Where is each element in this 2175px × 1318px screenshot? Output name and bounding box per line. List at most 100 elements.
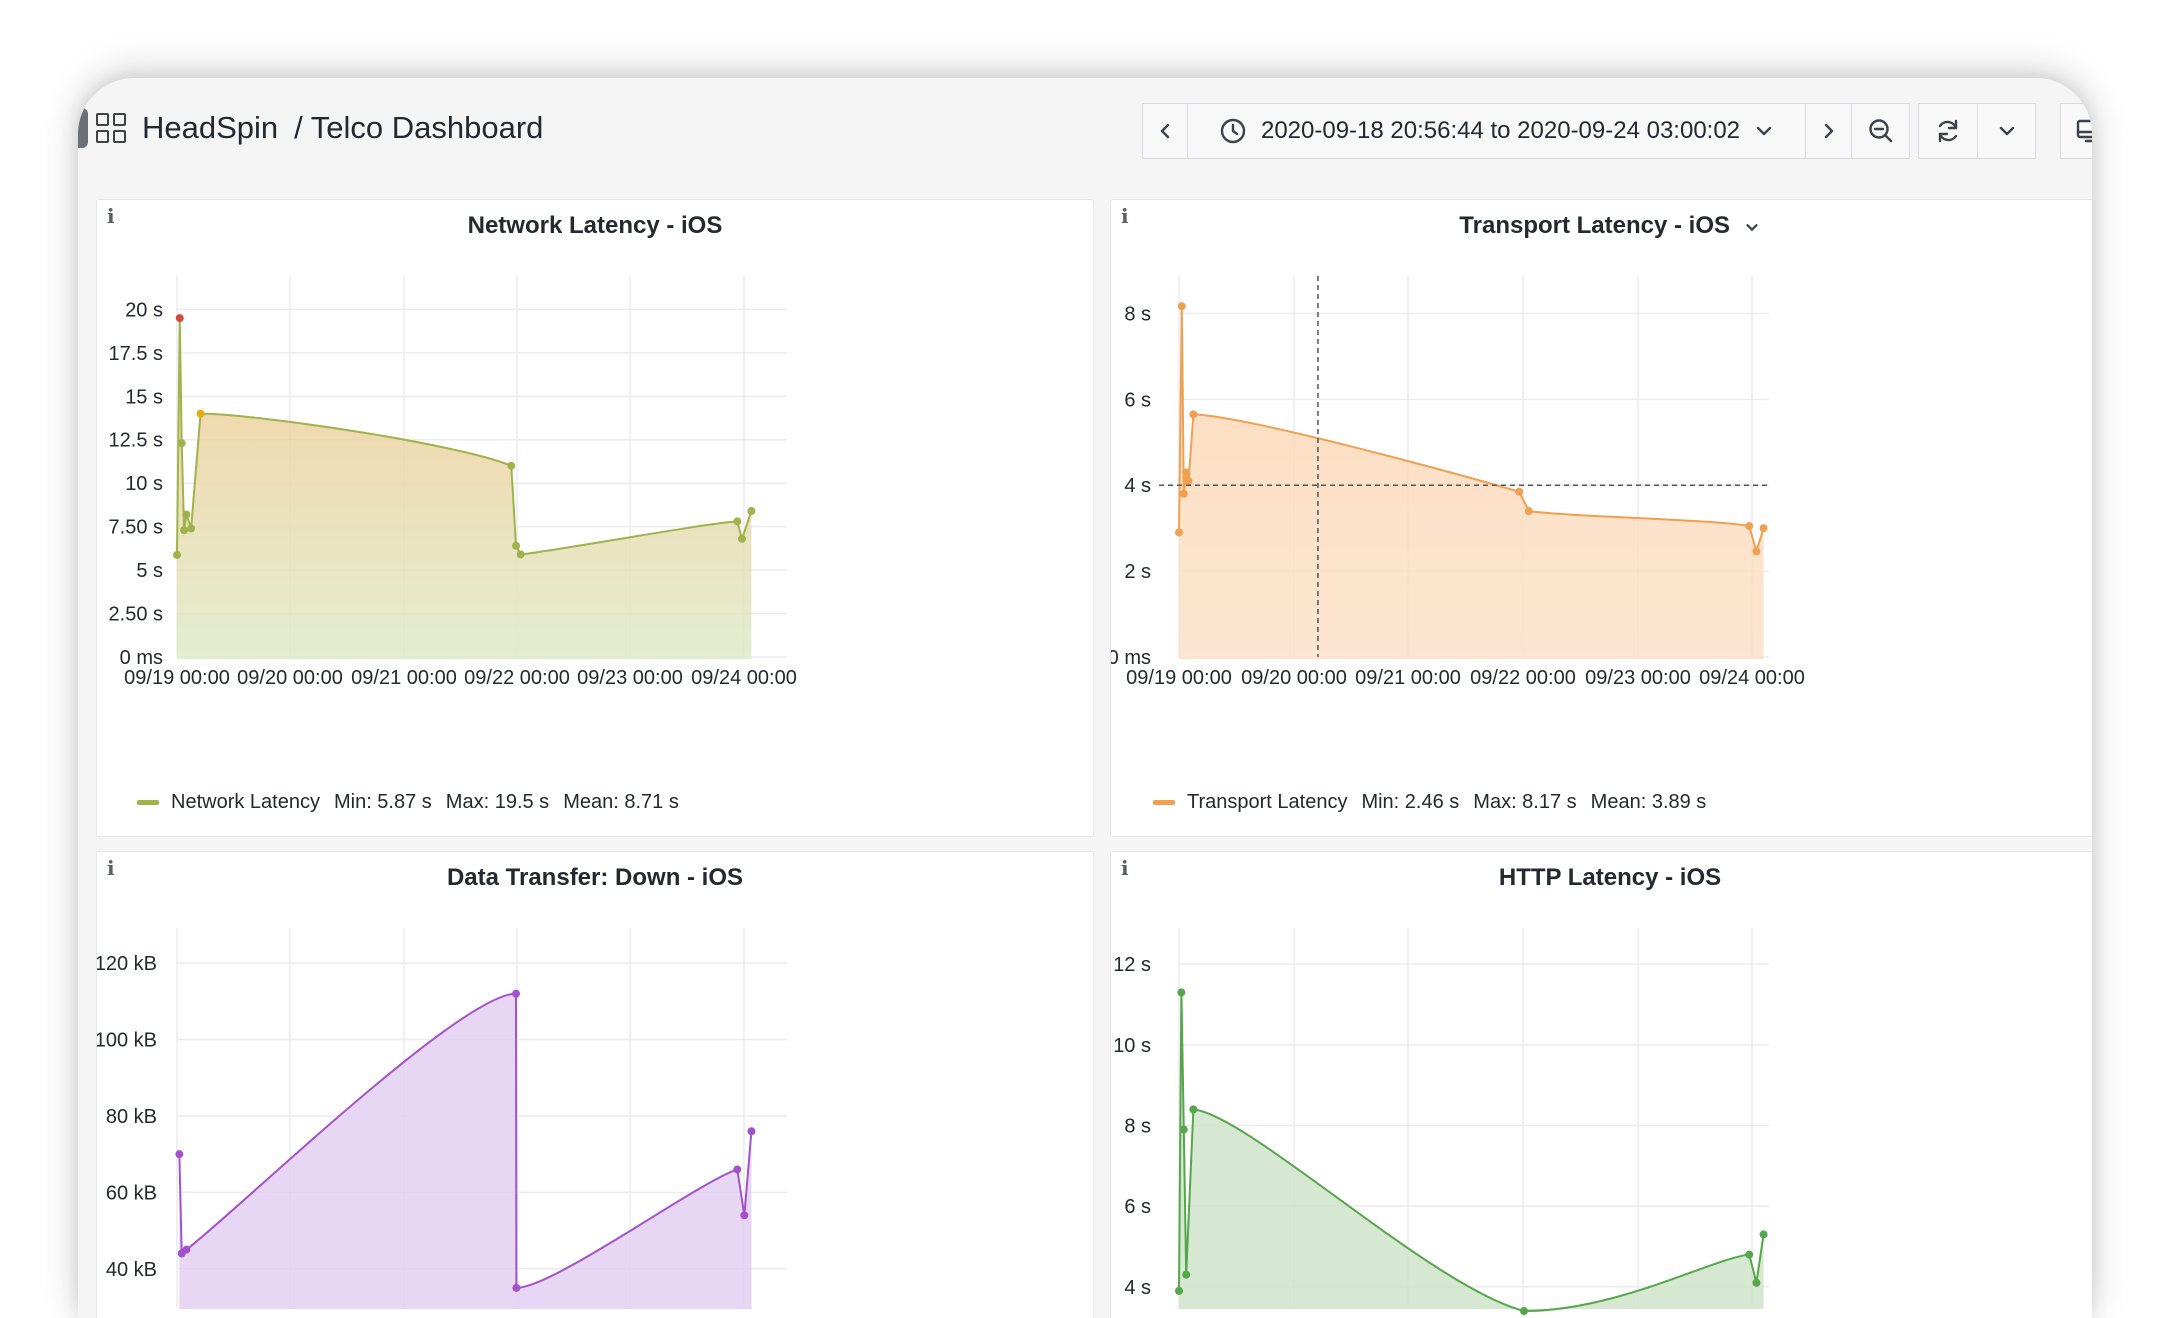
y-tick-label: 4 s — [1124, 1277, 1151, 1299]
data-point — [187, 524, 196, 533]
refresh-group — [1918, 103, 2036, 159]
chart-layer: 20 s 17.5 s 15 s 12.5 s 10 s 7.50 s 5 s 2.50 s 0… — [109, 276, 797, 689]
data-point — [1179, 489, 1188, 498]
y-tick-label: 0 ms — [120, 647, 163, 669]
series-area — [1179, 306, 1764, 659]
chart-legend: Transport Latency Min: 2.46 s Max: 8.17 … — [1153, 791, 1706, 814]
data-point — [733, 517, 742, 526]
y-tick-label: 120 kB — [97, 953, 157, 975]
y-tick-label: 8 s — [1124, 303, 1151, 325]
series-area — [177, 318, 752, 659]
time-forward-button[interactable] — [1806, 103, 1852, 159]
legend-min: Min: 2.46 s — [1361, 791, 1460, 813]
panel-info-icon[interactable]: i — [1121, 204, 1129, 228]
view-mode-group — [2060, 103, 2092, 159]
refresh-button[interactable] — [1918, 103, 1978, 159]
x-tick-label: 09/21 00:00 — [351, 667, 457, 689]
x-tick-label: 09/23 00:00 — [577, 667, 683, 689]
data-point — [747, 1127, 756, 1136]
y-tick-label: 17.5 s — [109, 343, 163, 365]
panel-title[interactable]: HTTP Latency - iOS — [1498, 864, 1722, 891]
data-point — [512, 541, 520, 550]
data-point — [512, 1283, 521, 1292]
network-latency-chart[interactable]: 20 s 17.5 s 15 s 12.5 s 10 s 7.50 s 5 s 2.50 s 0… — [97, 200, 1095, 838]
chevron-down-icon — [1746, 224, 1758, 231]
data-point — [507, 461, 516, 470]
data-point — [196, 409, 205, 418]
data-point — [1179, 1125, 1188, 1134]
clock-icon — [1220, 118, 1246, 144]
top-navbar: HeadSpin / Telco Dashboard 2020-09-18 20… — [78, 78, 2092, 176]
time-range-picker[interactable]: 2020-09-18 20:56:44 to 2020-09-24 03:00:… — [1188, 103, 1806, 159]
data-point — [1189, 410, 1198, 419]
series-area — [179, 993, 752, 1309]
y-tick-label: 12.5 s — [109, 430, 163, 452]
panel-title[interactable]: Data Transfer: Down - iOS — [446, 864, 744, 891]
chart-layer: 12 s 10 s 8 s 6 s 4 s — [1113, 928, 1769, 1316]
chart-legend: Network Latency Min: 5.87 s Max: 19.5 s … — [137, 791, 679, 814]
x-tick-label: 09/23 00:00 — [1585, 667, 1691, 689]
x-tick-label: 09/21 00:00 — [1355, 667, 1461, 689]
cycle-view-mode-button[interactable] — [2060, 103, 2092, 159]
panel-title[interactable]: Network Latency - iOS — [467, 212, 723, 239]
data-point — [740, 1211, 749, 1220]
data-point — [738, 534, 746, 543]
data-point — [1745, 1250, 1754, 1259]
legend-max: Max: 8.17 s — [1473, 791, 1577, 813]
data-point — [516, 550, 525, 559]
data-point — [1515, 487, 1524, 496]
data-transfer-chart[interactable]: 120 kB 100 kB 80 kB 60 kB 40 kB — [97, 852, 1095, 1318]
y-tick-label: 2.50 s — [109, 604, 163, 626]
series-line — [176, 318, 753, 556]
data-point — [182, 510, 191, 519]
y-tick-label: 20 s — [125, 299, 163, 321]
legend-series-name[interactable]: Network Latency — [171, 791, 320, 813]
tv-icon — [2076, 119, 2092, 143]
panel-title-wrap[interactable]: Transport Latency - iOS — [1111, 212, 2092, 240]
legend-min: Min: 5.87 s — [333, 791, 432, 813]
dashboard-grid-icon[interactable] — [96, 113, 126, 143]
data-point — [1177, 988, 1186, 997]
panel-data-transfer-down[interactable]: i Data Transfer: Down - iOS 120 kB 100 kB… — [96, 851, 1094, 1318]
data-point — [747, 507, 756, 515]
panel-transport-latency[interactable]: i Transport Latency - iOS 8 s 6 s 4 s 2 s 0 … — [1110, 199, 2092, 837]
refresh-interval-dropdown[interactable] — [1978, 103, 2036, 159]
chevron-down-icon — [1999, 126, 2014, 136]
zoom-out-button[interactable] — [1852, 103, 1910, 159]
panel-info-icon[interactable]: i — [107, 204, 115, 228]
data-point — [1520, 1307, 1528, 1316]
panel-info-icon[interactable]: i — [107, 856, 115, 880]
y-tick-label: 100 kB — [97, 1030, 157, 1052]
http-latency-chart[interactable]: 12 s 10 s 8 s 6 s 4 s — [1111, 852, 2092, 1318]
y-tick-label: 10 s — [125, 473, 163, 495]
panel-http-latency[interactable]: i HTTP Latency - iOS 12 s 10 s 8 s 6 s 4 s — [1110, 851, 2092, 1318]
breadcrumb-dashboard[interactable]: Telco Dashboard — [310, 110, 544, 145]
time-back-button[interactable] — [1142, 103, 1188, 159]
sidebar-edge — [78, 108, 88, 148]
y-tick-label: 80 kB — [106, 1106, 157, 1128]
data-point — [1175, 528, 1183, 537]
refresh-icon — [1938, 119, 1958, 143]
panel-network-latency[interactable]: i Network Latency - iOS 20 s 17.5 s 15 s 12… — [96, 199, 1094, 837]
data-point — [1752, 1278, 1761, 1287]
data-point — [175, 314, 184, 323]
panel-title[interactable]: Transport Latency - iOS — [1459, 212, 1731, 239]
breadcrumb-org[interactable]: HeadSpin — [142, 110, 279, 145]
data-point — [1745, 522, 1754, 531]
y-tick-label: 6 s — [1124, 1196, 1151, 1218]
legend-swatch — [137, 800, 159, 805]
time-range-text: 2020-09-18 20:56:44 to 2020-09-24 03:00:… — [1260, 117, 1741, 144]
data-point — [182, 1245, 191, 1254]
x-tick-label: 09/19 00:00 — [124, 667, 230, 689]
y-tick-label: 7.50 s — [109, 517, 163, 539]
data-point — [1182, 1270, 1191, 1279]
legend-swatch — [1153, 800, 1175, 805]
x-tick-label: 09/24 00:00 — [1699, 667, 1805, 689]
y-tick-label: 4 s — [1124, 475, 1151, 497]
panel-info-icon[interactable]: i — [1121, 856, 1129, 880]
y-tick-label: 10 s — [1113, 1035, 1151, 1057]
legend-series-name[interactable]: Transport Latency — [1187, 791, 1348, 813]
data-point — [1182, 468, 1191, 477]
